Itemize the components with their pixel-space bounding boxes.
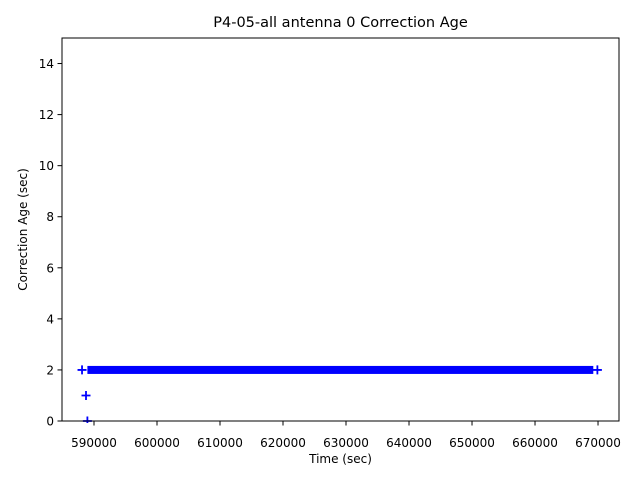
data-point-marker	[77, 365, 87, 375]
y-tick-label: 6	[46, 261, 54, 275]
x-tick-label: 650000	[449, 436, 495, 450]
x-tick-label: 610000	[197, 436, 243, 450]
y-tick-label: 4	[46, 312, 54, 326]
data-point-marker	[592, 365, 602, 375]
y-tick-label: 10	[39, 159, 54, 173]
y-tick-label: 0	[46, 415, 54, 429]
y-tick-label: 14	[39, 57, 54, 71]
x-tick-label: 590000	[71, 436, 117, 450]
plot-border	[61, 37, 620, 422]
data-point-marker	[81, 390, 91, 400]
chart-title: P4-05-all antenna 0 Correction Age	[213, 15, 468, 31]
x-axis-ticks: 590000 600000 610000 620000 630000 640000 6500…	[71, 421, 621, 450]
x-tick-label: 600000	[134, 436, 180, 450]
y-axis-label: Correction Age (sec)	[16, 168, 30, 291]
data-band	[87, 365, 594, 374]
y-axis-ticks: 0 2 4 6 8 10 12 14	[39, 57, 62, 429]
y-tick-label: 12	[39, 108, 54, 122]
x-tick-label: 670000	[575, 436, 621, 450]
y-tick-label: 2	[46, 363, 54, 377]
x-tick-label: 660000	[512, 436, 558, 450]
y-tick-label: 8	[46, 210, 54, 224]
x-tick-label: 630000	[323, 436, 369, 450]
data-layer	[77, 365, 602, 423]
x-tick-label: 620000	[260, 436, 306, 450]
x-tick-label: 640000	[386, 436, 432, 450]
x-axis-label: Time (sec)	[308, 452, 372, 466]
